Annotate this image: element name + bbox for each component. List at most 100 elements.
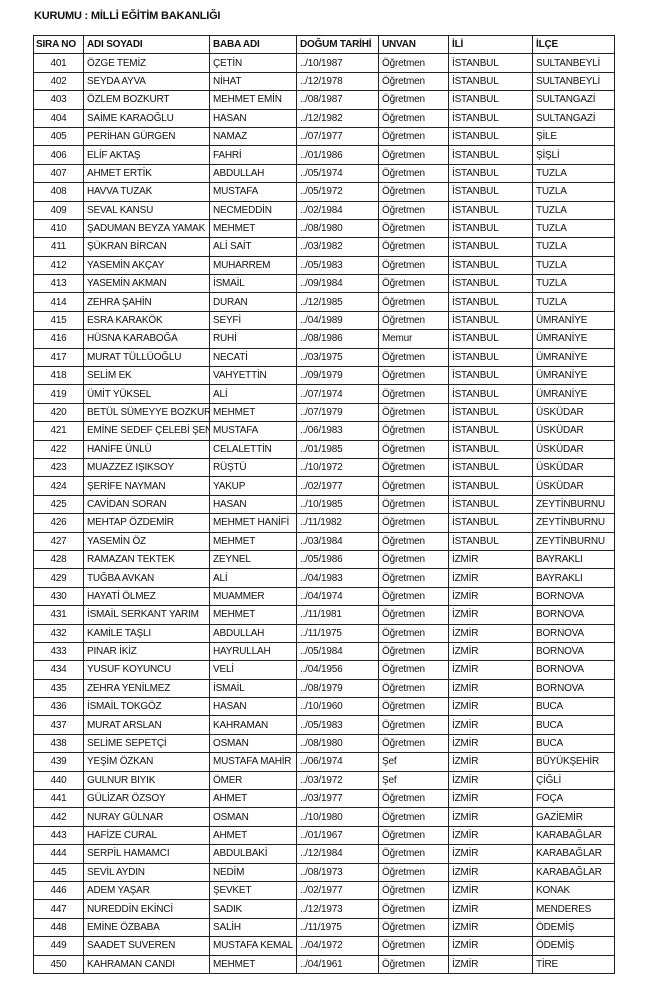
cell-baba-adi: OSMAN bbox=[209, 733, 297, 754]
cell-sira-no: 408 bbox=[33, 182, 84, 202]
cell-unvan: Öğretmen bbox=[378, 623, 449, 643]
cell-ilce: SULTANBEYLİ bbox=[532, 53, 615, 73]
cell-sira-no: 437 bbox=[33, 715, 84, 735]
table-row: 446 ADEM YAŞAR ŞEVKET ../02/1977 Öğretmen İZM… bbox=[33, 880, 615, 901]
cell-ili: İZMİR bbox=[448, 733, 533, 754]
cell-baba-adi: MUHARREM bbox=[209, 255, 297, 276]
table-row: 432 KAMİLE TAŞLI ABDULLAH ../11/1975 Öğretme… bbox=[33, 623, 615, 643]
table-row: 405 PERİHAN GÜRGEN NAMAZ ../07/1977 Öğretmen… bbox=[33, 126, 615, 147]
cell-adi-soyadi: KAMİLE TAŞLI bbox=[83, 623, 210, 643]
cell-ili: İSTANBUL bbox=[448, 292, 533, 312]
cell-ili: İZMİR bbox=[448, 752, 533, 772]
table-row: 420 BETÜL SÜMEYYE BOZKURT MEHMET ../07/1979… bbox=[33, 402, 615, 423]
cell-sira-no: 403 bbox=[33, 90, 84, 110]
cell-adi-soyadi: MEHTAP ÖZDEMİR bbox=[83, 513, 210, 533]
cell-sira-no: 445 bbox=[33, 862, 84, 882]
cell-baba-adi: MUSTAFA bbox=[209, 421, 297, 441]
cell-ili: İZMİR bbox=[448, 917, 533, 938]
cell-baba-adi: MEHMET bbox=[209, 402, 297, 423]
table-row: 414 ZEHRA ŞAHİN DURAN ../12/1985 Öğretmen İST… bbox=[33, 292, 615, 312]
cell-dogum-tarihi: ../08/1980 bbox=[296, 733, 379, 754]
cell-adi-soyadi: SEYDA AYVA bbox=[83, 71, 210, 92]
cell-dogum-tarihi: ../10/1985 bbox=[296, 494, 379, 515]
cell-dogum-tarihi: ../09/1979 bbox=[296, 366, 379, 386]
cell-dogum-tarihi: ../11/1975 bbox=[296, 917, 379, 938]
cell-dogum-tarihi: ../12/1985 bbox=[296, 292, 379, 312]
cell-ili: İZMİR bbox=[448, 936, 533, 956]
cell-adi-soyadi: İSMAİL SERKANT YARIM bbox=[83, 605, 210, 625]
cell-ili: İZMİR bbox=[448, 623, 533, 643]
cell-ili: İZMİR bbox=[448, 880, 533, 901]
cell-sira-no: 428 bbox=[33, 549, 84, 570]
cell-sira-no: 416 bbox=[33, 329, 84, 349]
cell-ilce: KARABAĞLAR bbox=[532, 844, 615, 864]
cell-adi-soyadi: KAHRAMAN CANDI bbox=[83, 954, 210, 974]
cell-sira-no: 417 bbox=[33, 347, 84, 368]
cell-ilce: SULTANGAZİ bbox=[532, 108, 615, 128]
cell-sira-no: 429 bbox=[33, 568, 84, 588]
cell-unvan: Şef bbox=[378, 770, 449, 791]
cell-adi-soyadi: SAİME KARAOĞLU bbox=[83, 108, 210, 128]
cell-dogum-tarihi: ../04/1961 bbox=[296, 954, 379, 974]
cell-ili: İSTANBUL bbox=[448, 421, 533, 441]
cell-sira-no: 405 bbox=[33, 126, 84, 147]
cell-baba-adi: MUAMMER bbox=[209, 586, 297, 607]
cell-unvan: Öğretmen bbox=[378, 825, 449, 846]
cell-baba-adi: ŞEVKET bbox=[209, 880, 297, 901]
cell-ili: İZMİR bbox=[448, 660, 533, 680]
table-row: 431 İSMAİL SERKANT YARIM MEHMET ../11/1981 Ö… bbox=[33, 605, 615, 625]
cell-unvan: Öğretmen bbox=[378, 531, 449, 551]
table-row: 445 SEVİL AYDIN NEDİM ../08/1973 Öğretmen İZM… bbox=[33, 862, 615, 882]
cell-baba-adi: OSMAN bbox=[209, 807, 297, 827]
table-row: 434 YUSUF KOYUNCU VELİ ../04/1956 Öğretmen İZ… bbox=[33, 660, 615, 680]
cell-sira-no: 406 bbox=[33, 145, 84, 165]
table-row: 438 SELİME SEPETÇİ OSMAN ../08/1980 Öğretmen… bbox=[33, 733, 615, 754]
cell-ilce: MENDERES bbox=[532, 899, 615, 919]
cell-unvan: Öğretmen bbox=[378, 789, 449, 809]
cell-sira-no: 427 bbox=[33, 531, 84, 551]
cell-baba-adi: MUSTAFA MAHİR bbox=[209, 752, 297, 772]
cell-ilce: BÜYÜKŞEHİR bbox=[532, 752, 615, 772]
table-row: 401 ÖZGE TEMİZ ÇETİN ../10/1987 Öğretmen İSTA… bbox=[33, 53, 615, 73]
cell-dogum-tarihi: ../05/1974 bbox=[296, 163, 379, 184]
table-row: 435 ZEHRA YENİLMEZ İSMAİL ../08/1979 Öğretme… bbox=[33, 678, 615, 699]
col-baba-adi: BABA ADI bbox=[209, 34, 297, 55]
cell-ilce: BORNOVA bbox=[532, 605, 615, 625]
cell-unvan: Öğretmen bbox=[378, 568, 449, 588]
cell-unvan: Öğretmen bbox=[378, 936, 449, 956]
col-adi-soyadi: ADI SOYADI bbox=[83, 34, 210, 55]
cell-baba-adi: AHMET bbox=[209, 825, 297, 846]
cell-baba-adi: HASAN bbox=[209, 697, 297, 717]
table-row: 436 İSMAİL TOKGÖZ HASAN ../10/1960 Öğretmen İ… bbox=[33, 697, 615, 717]
table-row: 443 HAFİZE CURAL AHMET ../01/1967 Öğretmen İZ… bbox=[33, 825, 615, 846]
cell-ili: İSTANBUL bbox=[448, 439, 533, 459]
table-row: 430 HAYATİ ÖLMEZ MUAMMER ../04/1974 Öğretmen… bbox=[33, 586, 615, 607]
cell-dogum-tarihi: ../01/1967 bbox=[296, 825, 379, 846]
cell-ilce: KARABAĞLAR bbox=[532, 862, 615, 882]
cell-dogum-tarihi: ../10/1980 bbox=[296, 807, 379, 827]
cell-ili: İZMİR bbox=[448, 605, 533, 625]
cell-ilce: ÜSKÜDAR bbox=[532, 476, 615, 496]
cell-dogum-tarihi: ../03/1977 bbox=[296, 789, 379, 809]
table-row: 406 ELİF AKTAŞ FAHRİ ../01/1986 Öğretmen İSTA… bbox=[33, 145, 615, 165]
cell-ilce: ZEYTİNBURNU bbox=[532, 494, 615, 515]
cell-dogum-tarihi: ../12/1978 bbox=[296, 71, 379, 92]
table-row: 422 HANİFE ÜNLÜ CELALETTİN ../01/1985 Öğretm… bbox=[33, 439, 615, 459]
cell-adi-soyadi: MUAZZEZ IŞIKSOY bbox=[83, 457, 210, 478]
cell-ilce: TUZLA bbox=[532, 237, 615, 257]
cell-ili: İSTANBUL bbox=[448, 347, 533, 368]
cell-sira-no: 436 bbox=[33, 697, 84, 717]
cell-baba-adi: MEHMET bbox=[209, 218, 297, 239]
cell-baba-adi: SALİH bbox=[209, 917, 297, 938]
cell-sira-no: 446 bbox=[33, 880, 84, 901]
cell-adi-soyadi: YUSUF KOYUNCU bbox=[83, 660, 210, 680]
cell-unvan: Öğretmen bbox=[378, 678, 449, 699]
cell-dogum-tarihi: ../08/1973 bbox=[296, 862, 379, 882]
cell-sira-no: 411 bbox=[33, 237, 84, 257]
table-row: 444 SERPİL HAMAMCI ABDULBAKİ ../12/1984 Öğre… bbox=[33, 844, 615, 864]
cell-ili: İZMİR bbox=[448, 807, 533, 827]
cell-sira-no: 424 bbox=[33, 476, 84, 496]
table-row: 428 RAMAZAN TEKTEK ZEYNEL ../05/1986 Öğretme… bbox=[33, 549, 615, 570]
cell-dogum-tarihi: ../02/1984 bbox=[296, 200, 379, 220]
cell-sira-no: 443 bbox=[33, 825, 84, 846]
